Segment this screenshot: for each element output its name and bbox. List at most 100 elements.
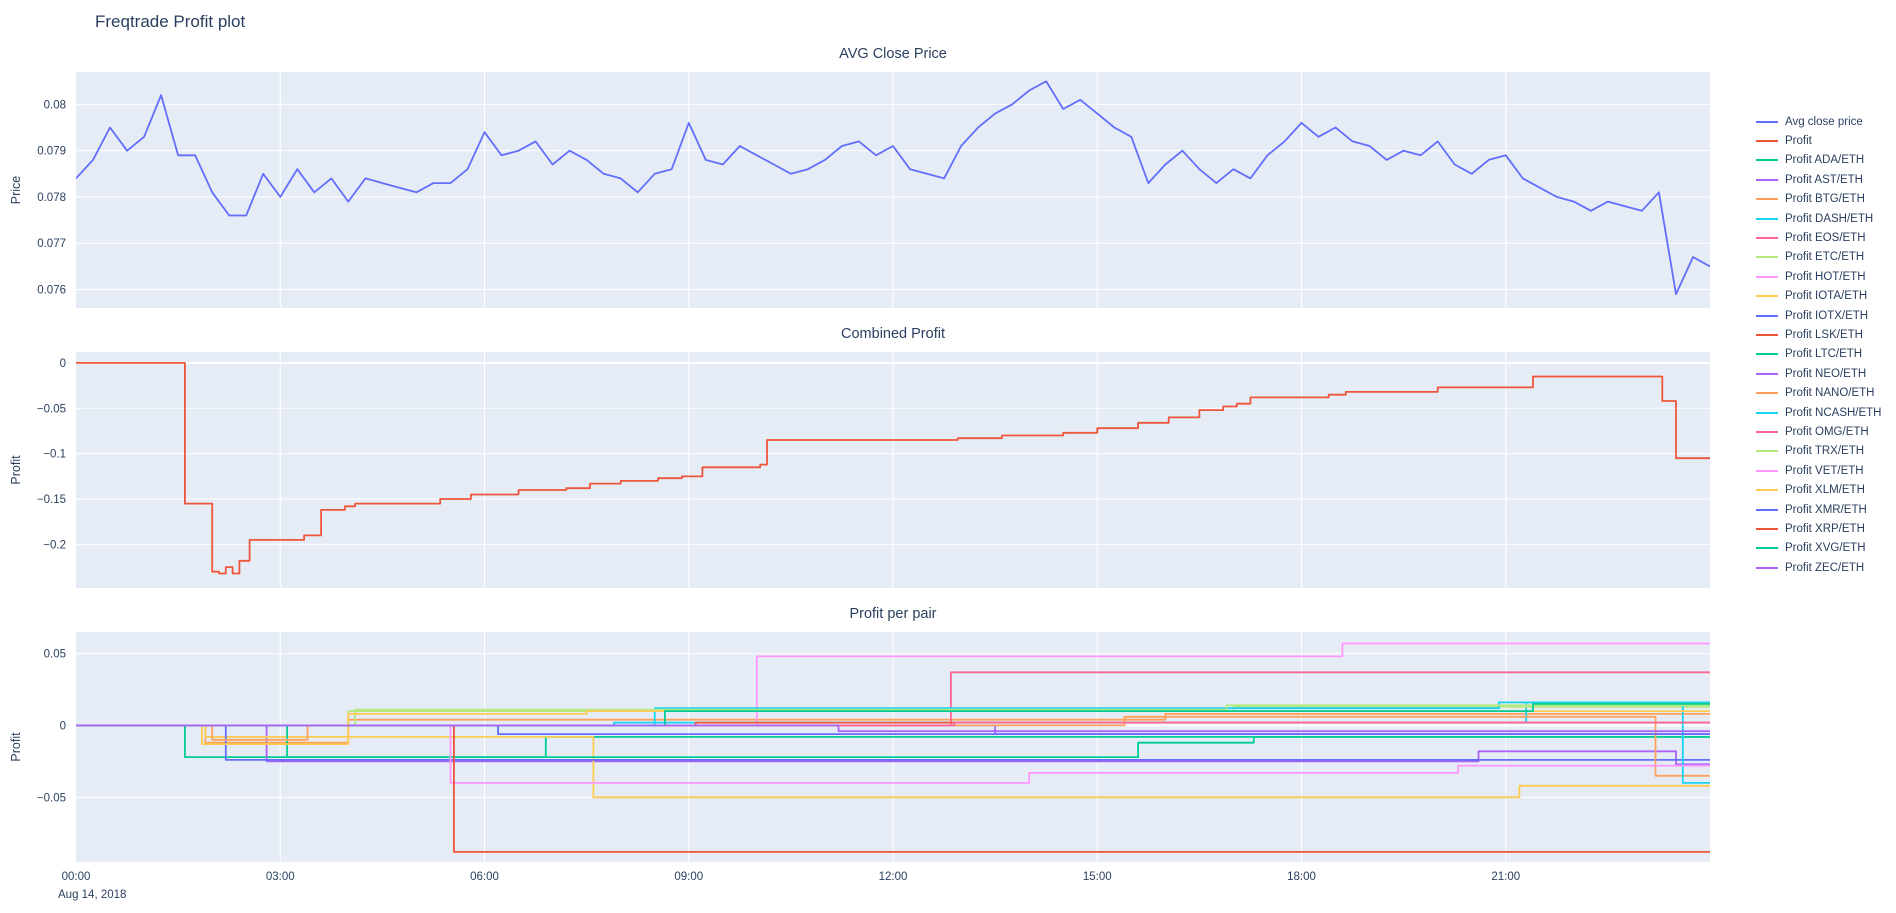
legend-item[interactable]: Profit DASH/ETH	[1756, 209, 1896, 228]
avg-close-price-plot-area[interactable]: 0.08 0.079 0.078 0.077 0.076 Price	[0, 68, 1732, 316]
legend-item[interactable]: Profit OMG/ETH	[1756, 422, 1896, 441]
y-tick-label: 0.079	[37, 146, 66, 158]
y-tick-label: 0.077	[37, 238, 66, 250]
subplot-combined-profit: Combined Profit 0 −0.05 −0.1 −0.15 −0.2 Profi…	[0, 326, 1732, 596]
legend-line-swatch	[1756, 489, 1778, 492]
legend-item[interactable]: Profit NCASH/ETH	[1756, 403, 1896, 422]
legend-line-swatch	[1756, 295, 1778, 298]
x-tick-label: 21:00	[1491, 871, 1520, 883]
legend-item-label: Profit EOS/ETH	[1785, 232, 1866, 245]
subplot-title-combined-profit: Combined Profit	[841, 326, 945, 342]
series-line[interactable]	[76, 724, 1710, 784]
legend-item-label: Profit VET/ETH	[1785, 464, 1864, 477]
legend-item[interactable]: Profit XRP/ETH	[1756, 519, 1896, 538]
subplot-avg-close-price: AVG Close Price 0.08 0.079 0.078 0.077 0.076…	[0, 46, 1732, 316]
legend-item[interactable]: Profit EOS/ETH	[1756, 228, 1896, 247]
x-tick-label: 15:00	[1083, 871, 1112, 883]
legend-item[interactable]: Profit ADA/ETH	[1756, 151, 1896, 170]
series-line[interactable]	[76, 710, 1710, 745]
legend-item-label: Profit XLM/ETH	[1785, 484, 1865, 497]
legend-item[interactable]: Profit LTC/ETH	[1756, 345, 1896, 364]
legend-item-label: Profit ADA/ETH	[1785, 154, 1865, 167]
legend-line-swatch	[1756, 256, 1778, 259]
legend-item[interactable]: Profit XLM/ETH	[1756, 480, 1896, 499]
chart-svg: 0.05 0 −0.05 Profit 00:00 03:00 06:00 09:00 12:0…	[9, 632, 1710, 901]
legend-line-swatch	[1756, 411, 1778, 414]
legend-line-swatch	[1756, 333, 1778, 336]
legend-item-label: Profit NANO/ETH	[1785, 387, 1875, 400]
series-line[interactable]	[76, 724, 1710, 766]
legend-line-swatch	[1756, 159, 1778, 162]
legend-line-swatch	[1756, 353, 1778, 356]
legend-item[interactable]: Profit TRX/ETH	[1756, 442, 1896, 461]
y-tick-label: −0.2	[43, 539, 66, 551]
legend-item-label: Profit NCASH/ETH	[1785, 406, 1882, 419]
x-tick-label: 09:00	[674, 871, 703, 883]
y-axis-title: Profit	[9, 732, 23, 762]
legend-item[interactable]: Profit IOTA/ETH	[1756, 287, 1896, 306]
y-tick-label: −0.05	[37, 792, 66, 804]
legend-item-label: Profit BTG/ETH	[1785, 193, 1865, 206]
x-tick-label: 12:00	[879, 871, 908, 883]
series-line[interactable]	[76, 724, 1710, 733]
legend-item-label: Profit AST/ETH	[1785, 173, 1863, 186]
legend-line-swatch	[1756, 566, 1778, 569]
legend-item[interactable]: Profit	[1756, 131, 1896, 150]
series-line[interactable]	[76, 362, 1710, 575]
series-line[interactable]	[76, 724, 1710, 799]
legend-item[interactable]: Profit IOTX/ETH	[1756, 306, 1896, 325]
subplot-profit-per-pair: Profit per pair 0.05 0 −0.05 Profit 00:00 03:…	[0, 606, 1732, 906]
legend-item-label: Profit DASH/ETH	[1785, 212, 1874, 225]
y-tick-label: −0.1	[43, 449, 66, 461]
y-tick-label: 0.076	[37, 284, 66, 296]
legend-line-swatch	[1756, 372, 1778, 375]
legend-item-label: Profit ZEC/ETH	[1785, 561, 1865, 574]
y-axis-title: Profit	[9, 455, 23, 485]
legend-line-swatch	[1756, 430, 1778, 433]
legend-item-label: Profit XMR/ETH	[1785, 503, 1867, 516]
legend-item[interactable]: Profit NEO/ETH	[1756, 364, 1896, 383]
legend-item-label: Profit LTC/ETH	[1785, 348, 1863, 361]
legend-item[interactable]: Profit XMR/ETH	[1756, 500, 1896, 519]
subplot-title-avg-close-price: AVG Close Price	[839, 46, 947, 62]
legend-item[interactable]: Profit ZEC/ETH	[1756, 558, 1896, 577]
legend-item-label: Profit XRP/ETH	[1785, 522, 1865, 535]
profit-per-pair-plot-area[interactable]: 0.05 0 −0.05 Profit 00:00 03:00 06:00 09:00 12:0…	[0, 628, 1732, 906]
legend-item[interactable]: Avg close price	[1756, 112, 1896, 131]
chart-svg: 0 −0.05 −0.1 −0.15 −0.2 Profit	[9, 352, 1710, 588]
legend-item-label: Profit OMG/ETH	[1785, 425, 1869, 438]
y-tick-label: 0.05	[44, 649, 66, 661]
legend-item[interactable]: Profit LSK/ETH	[1756, 325, 1896, 344]
legend-item[interactable]: Profit XVG/ETH	[1756, 539, 1896, 558]
y-tick-label: 0	[60, 358, 66, 370]
legend-line-swatch	[1756, 392, 1778, 395]
y-axis-title: Price	[9, 176, 23, 205]
y-tick-label: 0	[60, 720, 66, 732]
legend-item-label: Profit	[1785, 135, 1812, 148]
y-tick-label: −0.15	[37, 494, 66, 506]
legend-item[interactable]: Profit HOT/ETH	[1756, 267, 1896, 286]
x-tick-label: 06:00	[470, 871, 499, 883]
series-line[interactable]	[76, 724, 1710, 758]
legend-item-label: Profit NEO/ETH	[1785, 367, 1867, 380]
legend-item[interactable]: Profit VET/ETH	[1756, 461, 1896, 480]
legend-line-swatch	[1756, 547, 1778, 550]
legend-item[interactable]: Profit BTG/ETH	[1756, 190, 1896, 209]
legend-line-swatch	[1756, 469, 1778, 472]
legend-item[interactable]: Profit AST/ETH	[1756, 170, 1896, 189]
series-line[interactable]	[76, 80, 1710, 295]
legend-line-swatch	[1756, 508, 1778, 511]
legend-item[interactable]: Profit NANO/ETH	[1756, 383, 1896, 402]
page-title: Freqtrade Profit plot	[95, 12, 246, 31]
legend-item-label: Avg close price	[1785, 115, 1863, 128]
legend-line-swatch	[1756, 314, 1778, 317]
legend: Avg close price Profit Profit ADA/ETH Profi…	[1756, 112, 1896, 577]
charts-column: AVG Close Price 0.08 0.079 0.078 0.077 0.076…	[0, 46, 1732, 906]
legend-line-swatch	[1756, 527, 1778, 530]
legend-item[interactable]: Profit ETC/ETH	[1756, 248, 1896, 267]
y-tick-label: 0.078	[37, 192, 66, 204]
combined-profit-plot-area[interactable]: 0 −0.05 −0.1 −0.15 −0.2 Profit	[0, 348, 1732, 596]
legend-line-swatch	[1756, 198, 1778, 201]
legend-item-label: Profit XVG/ETH	[1785, 542, 1866, 555]
